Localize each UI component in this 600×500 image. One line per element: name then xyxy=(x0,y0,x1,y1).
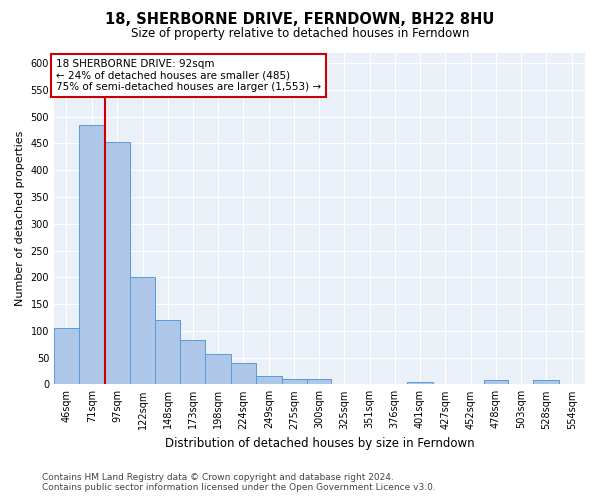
Bar xyxy=(105,142,130,384)
Bar xyxy=(407,382,433,384)
Bar xyxy=(484,380,508,384)
Bar xyxy=(181,340,205,384)
Bar xyxy=(282,379,307,384)
Bar xyxy=(307,379,331,384)
Bar xyxy=(79,124,105,384)
Bar xyxy=(256,376,282,384)
Text: 18, SHERBORNE DRIVE, FERNDOWN, BH22 8HU: 18, SHERBORNE DRIVE, FERNDOWN, BH22 8HU xyxy=(106,12,494,28)
Bar xyxy=(130,278,155,384)
Text: Size of property relative to detached houses in Ferndown: Size of property relative to detached ho… xyxy=(131,28,469,40)
Bar xyxy=(155,320,181,384)
Y-axis label: Number of detached properties: Number of detached properties xyxy=(15,130,25,306)
Bar xyxy=(231,363,256,384)
Bar xyxy=(533,380,559,384)
Text: 18 SHERBORNE DRIVE: 92sqm
← 24% of detached houses are smaller (485)
75% of semi: 18 SHERBORNE DRIVE: 92sqm ← 24% of detac… xyxy=(56,59,321,92)
Bar xyxy=(54,328,79,384)
Text: Contains HM Land Registry data © Crown copyright and database right 2024.
Contai: Contains HM Land Registry data © Crown c… xyxy=(42,473,436,492)
X-axis label: Distribution of detached houses by size in Ferndown: Distribution of detached houses by size … xyxy=(165,437,475,450)
Bar xyxy=(205,354,231,384)
